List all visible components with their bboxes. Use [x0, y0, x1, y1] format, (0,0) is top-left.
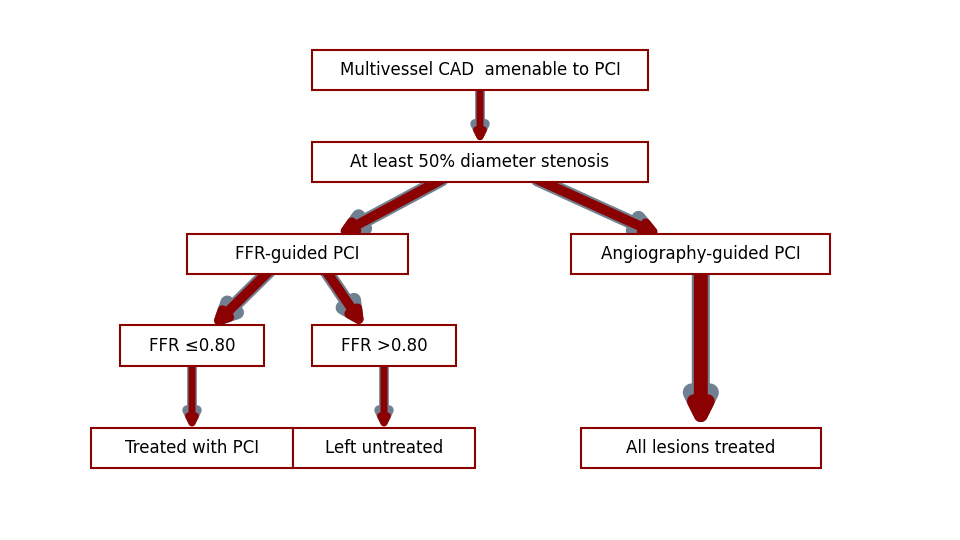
FancyBboxPatch shape [91, 428, 293, 468]
Text: Multivessel CAD  amenable to PCI: Multivessel CAD amenable to PCI [340, 61, 620, 79]
Text: Left untreated: Left untreated [324, 439, 444, 457]
FancyBboxPatch shape [312, 50, 648, 90]
FancyBboxPatch shape [571, 233, 830, 274]
Text: All lesions treated: All lesions treated [626, 439, 776, 457]
Text: FFR >0.80: FFR >0.80 [341, 336, 427, 355]
Text: At least 50% diameter stenosis: At least 50% diameter stenosis [350, 153, 610, 171]
FancyBboxPatch shape [312, 325, 456, 366]
Text: Treated with PCI: Treated with PCI [125, 439, 259, 457]
Text: FFR ≤0.80: FFR ≤0.80 [149, 336, 235, 355]
FancyBboxPatch shape [581, 428, 821, 468]
FancyBboxPatch shape [120, 325, 264, 366]
FancyBboxPatch shape [312, 142, 648, 183]
FancyBboxPatch shape [187, 233, 408, 274]
Text: FFR-guided PCI: FFR-guided PCI [235, 245, 360, 263]
FancyBboxPatch shape [293, 428, 475, 468]
Text: Angiography-guided PCI: Angiography-guided PCI [601, 245, 801, 263]
